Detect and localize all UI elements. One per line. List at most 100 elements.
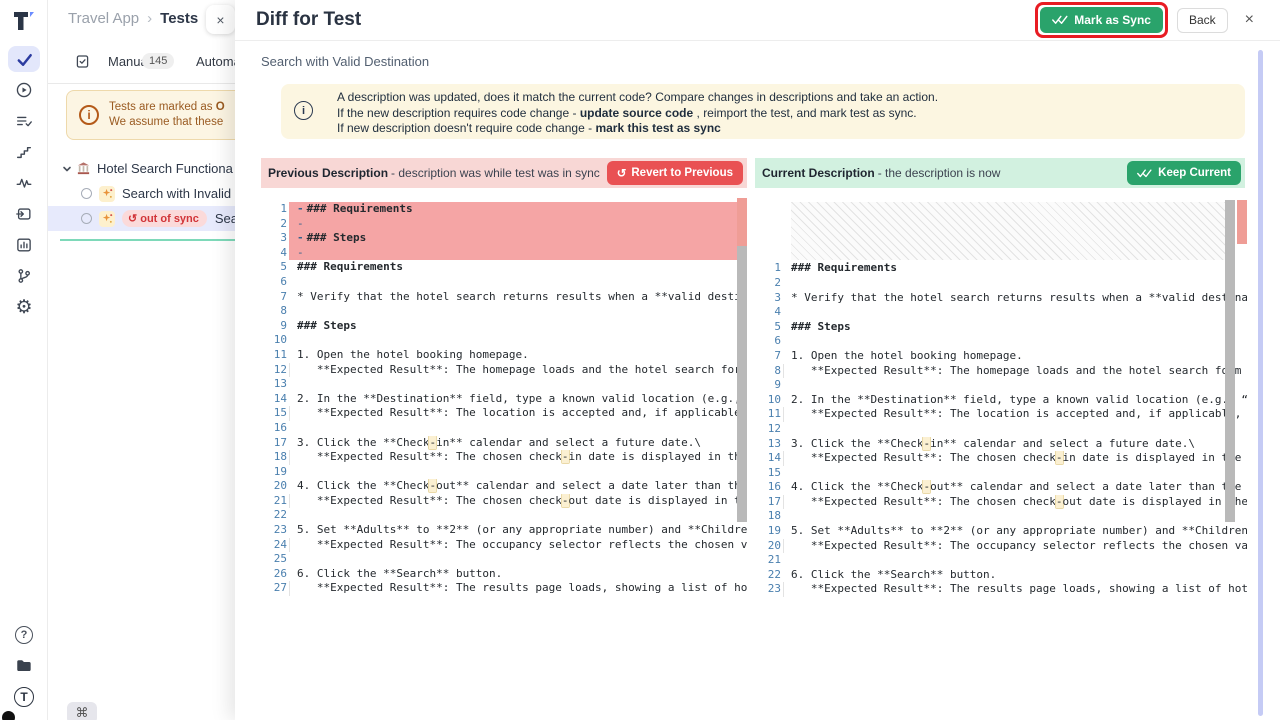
revert-to-previous-button[interactable]: ↺ Revert to Previous (606, 161, 743, 185)
line-number: 18 (767, 509, 781, 523)
current-code-pane[interactable]: 1 ### Requirements 2 3 * Verify that the hot… (755, 196, 1247, 604)
code-line (783, 553, 1247, 568)
line-number: 16 (273, 420, 287, 434)
nav-tests-check-icon[interactable] (8, 46, 40, 72)
test-tree: Hotel Search Functiona Search with Inval… (48, 156, 235, 231)
modal-close-icon[interactable]: × (1244, 11, 1254, 28)
line-number: 6 (280, 274, 287, 288)
line-number: 15 (767, 465, 781, 479)
nav-branch-icon[interactable] (8, 263, 40, 289)
files-folder-icon[interactable] (8, 653, 40, 679)
code-line (289, 465, 747, 480)
breadcrumb-project[interactable]: Travel App (68, 10, 140, 27)
code-line: ### Steps (791, 319, 851, 333)
nav-play-circle-icon[interactable] (8, 77, 40, 103)
test-name-subtitle: Search with Valid Destination (261, 54, 430, 69)
clipboard-check-icon[interactable] (74, 53, 91, 70)
code-line: 4. Click the **Check-out** calendar and … (791, 480, 1247, 494)
line-number: 2 (774, 275, 781, 289)
line-number: 1 (774, 261, 781, 275)
current-title: Current Description (762, 166, 875, 180)
help-icon[interactable]: ? (8, 622, 40, 648)
double-check-icon (1137, 168, 1152, 177)
line-number: 23 (273, 523, 287, 537)
line-number: 21 (273, 493, 287, 507)
overview-removed-marker (1237, 200, 1247, 244)
code-line: **Expected Result**: The results page lo… (289, 581, 747, 596)
line-number: 20 (273, 479, 287, 493)
previous-pane-scrollbar-thumb[interactable] (737, 246, 747, 522)
line-number: 10 (767, 392, 781, 406)
code-line (783, 305, 1247, 320)
code-line (783, 276, 1247, 291)
line-number: 6 (774, 334, 781, 348)
info-icon: i (294, 101, 313, 120)
nav-reports-chart-icon[interactable] (8, 232, 40, 258)
chevron-down-icon[interactable] (62, 164, 72, 174)
back-button[interactable]: Back (1176, 7, 1228, 33)
code-line: 4. Click the **Check-out** calendar and … (289, 479, 747, 494)
code-line: **Expected Result**: The chosen check-ou… (289, 493, 747, 509)
notice-text: Tests are marked as O We assume that the… (109, 101, 225, 128)
nav-import-icon[interactable] (8, 201, 40, 227)
keep-current-button[interactable]: Keep Current (1127, 161, 1241, 185)
nav-activity-icon[interactable] (8, 170, 40, 196)
status-circle-icon (81, 213, 92, 224)
gear-glyph: ⚙ (15, 296, 33, 318)
current-description-header: Current Description - the description is… (755, 158, 1245, 188)
building-icon (76, 161, 91, 176)
line-number: 22 (273, 508, 287, 522)
undo-icon: ↺ (616, 168, 627, 180)
line-number: 18 (273, 450, 287, 464)
code-line: - ### Requirements (289, 202, 747, 217)
code-line: ### Requirements (297, 260, 403, 274)
tab-close-button[interactable]: × (206, 5, 235, 34)
code-line: **Expected Result**: The results page lo… (783, 582, 1247, 597)
nav-steps-icon[interactable] (8, 139, 40, 165)
tests-panel: Travel App › Tests × Manual 145 Automa i T… (48, 0, 235, 720)
code-line: - (289, 216, 747, 232)
mark-as-sync-button[interactable]: Mark as Sync (1040, 7, 1163, 33)
line-number: 8 (774, 363, 781, 377)
red-annotation-box: Mark as Sync (1035, 2, 1168, 38)
tree-test-row-selected[interactable]: ↺ out of sync Sear (48, 206, 235, 231)
line-number: 4 (774, 305, 781, 319)
current-pane-scrollbar-thumb[interactable] (1225, 200, 1235, 522)
tab-manual[interactable]: Manual (108, 54, 151, 69)
nav-list-check-icon[interactable] (8, 108, 40, 134)
close-icon: × (216, 11, 225, 28)
sync-icon: ↺ (128, 213, 138, 225)
line-number: 13 (273, 377, 287, 391)
tree-folder-row[interactable]: Hotel Search Functiona (48, 156, 235, 181)
line-number: 20 (767, 538, 781, 552)
out-of-sync-notice: i Tests are marked as O We assume that t… (66, 90, 235, 140)
code-line: **Expected Result**: The homepage loads … (783, 364, 1247, 379)
overview-removed-marker (737, 198, 747, 246)
code-line (783, 509, 1247, 524)
code-line: 1. Open the hotel booking homepage. (297, 347, 529, 361)
info-icon: i (79, 105, 99, 125)
line-number: 17 (273, 435, 287, 449)
tab-automated[interactable]: Automa (196, 54, 235, 69)
code-line (289, 508, 747, 523)
manual-count-badge: 145 (142, 53, 175, 69)
previous-code-pane[interactable]: 1- ### Requirements 2-3- ### Steps 4-5 ### Re… (261, 196, 747, 604)
code-line: 5. Set **Adults** to **2** (or any appro… (297, 523, 747, 537)
command-key-badge: ⌘ (67, 702, 97, 720)
line-number: 21 (767, 553, 781, 567)
profile-logo-icon[interactable]: T (8, 684, 40, 710)
removed-lines-placeholder (791, 202, 1233, 261)
code-line: - ### Steps (289, 231, 747, 246)
tree-test-row[interactable]: Search with Invalid (48, 181, 235, 206)
status-circle-icon (81, 188, 92, 199)
line-number: 3 (774, 290, 781, 304)
nav-settings-gear-icon[interactable]: ⚙ (8, 294, 40, 320)
out-of-sync-badge: ↺ out of sync (122, 210, 207, 227)
current-desc: - the description is now (877, 166, 1001, 180)
breadcrumb-page[interactable]: Tests (160, 10, 199, 27)
line-number: 8 (280, 304, 287, 318)
modal-scrollbar-thumb[interactable] (1258, 50, 1263, 716)
code-line: 2. In the **Destination** field, type a … (791, 392, 1247, 406)
line-number: 23 (767, 582, 781, 596)
